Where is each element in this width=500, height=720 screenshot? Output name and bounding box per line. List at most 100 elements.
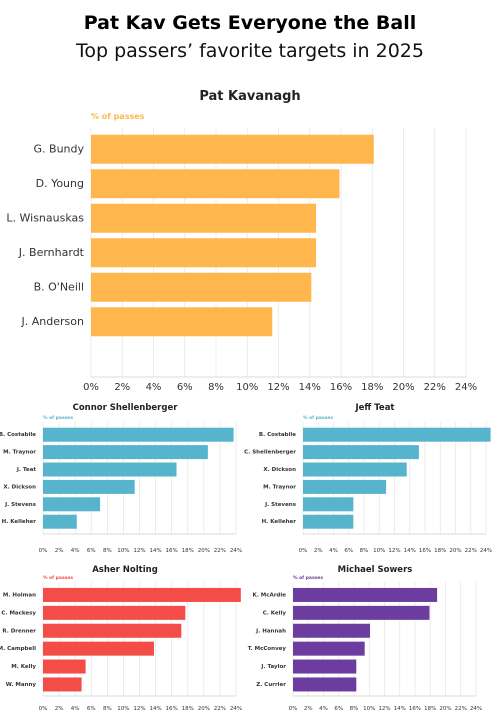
bar-m-holman bbox=[43, 587, 241, 602]
tick-label: 0% bbox=[39, 706, 48, 712]
category-label: C. Kelly bbox=[263, 610, 287, 616]
tick-label: 6% bbox=[334, 706, 343, 712]
tick-label: 4% bbox=[71, 706, 80, 712]
category-label: J. Stevens bbox=[264, 502, 297, 508]
tick-label: 8% bbox=[103, 706, 112, 712]
tick-label: 14% bbox=[404, 548, 416, 554]
category-label: G. Bundy bbox=[34, 142, 85, 155]
tick-label: 18% bbox=[182, 706, 194, 712]
bar-j-stevens bbox=[303, 497, 354, 512]
bar-x-dickson bbox=[303, 462, 407, 477]
tick-label: 20% bbox=[198, 548, 210, 554]
tick-label: 4% bbox=[319, 706, 328, 712]
tick-label: 4% bbox=[329, 548, 338, 554]
tick-label: 22% bbox=[214, 548, 226, 554]
tick-label: 22% bbox=[465, 548, 477, 554]
tick-label: 2% bbox=[304, 706, 313, 712]
tick-label: 2% bbox=[314, 548, 323, 554]
category-label: H. Kelleher bbox=[2, 519, 37, 525]
chart-pat-kavanagh: Pat Kavanagh % of passes 0% 2% 4% 6% 8% 10% 12% 1… bbox=[6, 89, 477, 393]
tick-label: 0% bbox=[289, 706, 298, 712]
tick-label: 12% bbox=[267, 382, 289, 393]
tick-label: 10% bbox=[363, 706, 375, 712]
category-label: X. Dickson bbox=[263, 467, 296, 473]
tick-label: 14% bbox=[149, 706, 161, 712]
axis-caption: % of passes bbox=[43, 575, 73, 581]
tick-label: 10% bbox=[373, 548, 385, 554]
bar-r-drenner bbox=[43, 623, 182, 638]
axis-caption: % of passes bbox=[43, 415, 73, 421]
category-label: T. McConvey bbox=[248, 646, 287, 652]
chart-title: Michael Sowers bbox=[338, 565, 413, 575]
bar-j-hannah bbox=[293, 623, 371, 638]
tick-label: 2% bbox=[114, 382, 130, 393]
tick-label: 24% bbox=[230, 548, 242, 554]
bar-j-anderson bbox=[91, 307, 273, 337]
category-label: W. Manny bbox=[6, 682, 37, 688]
tick-label: 8% bbox=[360, 548, 369, 554]
axis-caption: % of passes bbox=[303, 415, 333, 421]
category-label: J. Anderson bbox=[21, 315, 84, 328]
category-label: M. Traynor bbox=[263, 484, 296, 490]
bar-j-taylor bbox=[293, 659, 357, 674]
tick-label: 18% bbox=[424, 706, 436, 712]
bar-b-costabile bbox=[43, 427, 234, 442]
axis-caption: % of passes bbox=[293, 575, 323, 581]
tick-label: 20% bbox=[439, 706, 451, 712]
tick-label: 8% bbox=[208, 382, 224, 393]
tick-label: 16% bbox=[409, 706, 421, 712]
category-label: M. Kelly bbox=[11, 664, 36, 670]
chart-title: Pat Kavanagh bbox=[199, 89, 300, 104]
tick-label: 14% bbox=[149, 548, 161, 554]
bar-b-costabile bbox=[303, 427, 491, 442]
category-label: M. Campbell bbox=[0, 646, 36, 652]
category-label: M. Traynor bbox=[3, 450, 36, 456]
tick-label: 24% bbox=[455, 382, 477, 393]
bar-m-traynor bbox=[303, 479, 387, 494]
chart-title: Connor Shellenberger bbox=[73, 403, 179, 413]
tick-label: 6% bbox=[344, 548, 353, 554]
tick-label: 12% bbox=[388, 548, 400, 554]
bar-j-bernhardt bbox=[91, 238, 316, 268]
category-label: B. O'Neill bbox=[34, 280, 84, 293]
tick-label: 14% bbox=[299, 382, 321, 393]
tick-label: 8% bbox=[350, 706, 359, 712]
tick-label: 16% bbox=[330, 382, 352, 393]
bar-m-campbell bbox=[43, 641, 154, 656]
tick-label: 0% bbox=[83, 382, 99, 393]
tick-label: 24% bbox=[470, 706, 482, 712]
tick-label: 24% bbox=[230, 706, 242, 712]
page-subtitle: Top passers’ favorite targets in 2025 bbox=[76, 40, 424, 62]
bar-x-dickson bbox=[43, 479, 135, 494]
category-label: J. Stevens bbox=[4, 502, 37, 508]
tick-label: 6% bbox=[87, 706, 96, 712]
chart-title: Asher Nolting bbox=[92, 565, 158, 575]
chart-michael-sowers: Michael Sowers % of passes 0% 2% 4% 6% 8% 10% 12… bbox=[248, 565, 482, 712]
bar-m-traynor bbox=[43, 445, 208, 460]
tick-label: 2% bbox=[55, 706, 64, 712]
category-label: M. Holman bbox=[3, 592, 36, 598]
tick-label: 22% bbox=[214, 706, 226, 712]
chart-connor-shellenberger: Connor Shellenberger% of passes 0% 2% 4% 6% 8… bbox=[0, 403, 242, 554]
bar-c-kelly bbox=[293, 605, 430, 620]
bar-z-currier bbox=[293, 677, 357, 692]
category-label: B. Costabile bbox=[0, 432, 36, 438]
bar-c-mackesy bbox=[43, 605, 186, 620]
tick-label: 20% bbox=[198, 706, 210, 712]
bar-d-young bbox=[91, 169, 340, 199]
tick-label: 0% bbox=[39, 548, 48, 554]
bar-j-teat bbox=[43, 462, 177, 477]
tick-label: 12% bbox=[133, 706, 145, 712]
tick-label: 10% bbox=[236, 382, 258, 393]
bar-h-kelleher bbox=[303, 514, 354, 529]
tick-label: 0% bbox=[299, 548, 308, 554]
category-label: B. Costabile bbox=[259, 432, 296, 438]
tick-label: 10% bbox=[117, 548, 129, 554]
category-label: C. Mackesy bbox=[1, 610, 36, 616]
bar-k-mcardle bbox=[293, 587, 438, 602]
tick-label: 24% bbox=[480, 548, 492, 554]
category-label: J. Bernhardt bbox=[18, 246, 85, 259]
bar-m-kelly bbox=[43, 659, 86, 674]
bar-l-wisnauskas bbox=[91, 203, 316, 233]
